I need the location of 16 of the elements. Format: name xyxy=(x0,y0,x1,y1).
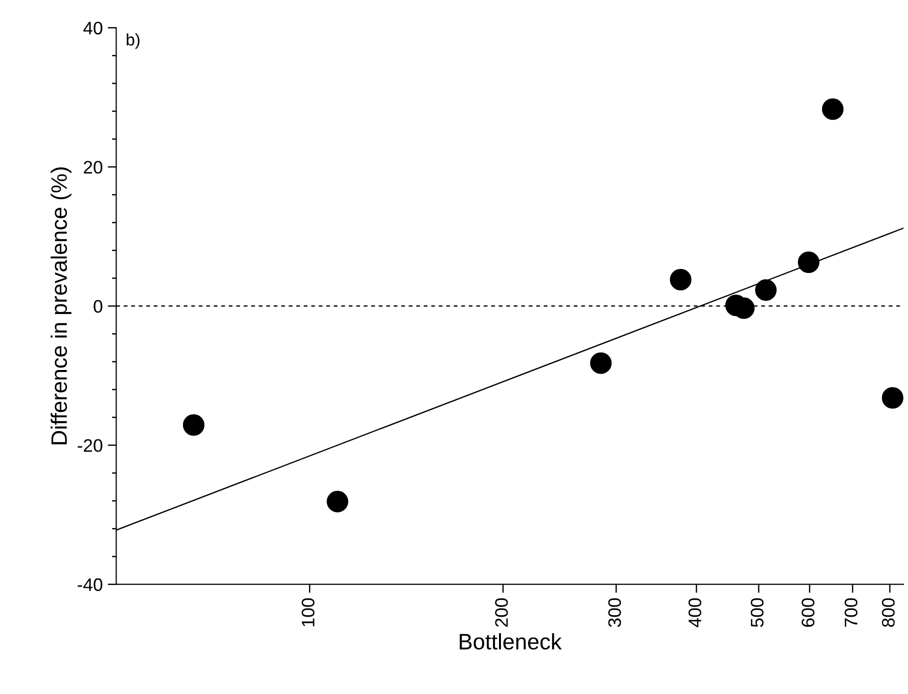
x-axis-title: Bottleneck xyxy=(460,633,562,650)
x-tick-label: 800 xyxy=(882,598,895,627)
x-tick-label: 500 xyxy=(750,598,764,627)
y-tick-label: 40 xyxy=(83,22,102,34)
y-tick-label: 0 xyxy=(94,300,102,313)
y-tick-label: -20 xyxy=(78,439,102,452)
x-tick-label: 200 xyxy=(495,598,508,627)
y-tick-label: 20 xyxy=(84,160,102,174)
y-axis-title: Difference in prevalence (%) xyxy=(50,167,72,444)
x-tick-label: 100 xyxy=(302,598,314,626)
x-tick-label: 700 xyxy=(844,598,858,627)
x-tick-label: 600 xyxy=(802,598,814,627)
x-tick-label: 400 xyxy=(688,598,702,628)
x-tick-label: 300 xyxy=(608,598,622,627)
y-tick-label: -40 xyxy=(78,578,102,592)
annotation: b) xyxy=(126,33,140,49)
